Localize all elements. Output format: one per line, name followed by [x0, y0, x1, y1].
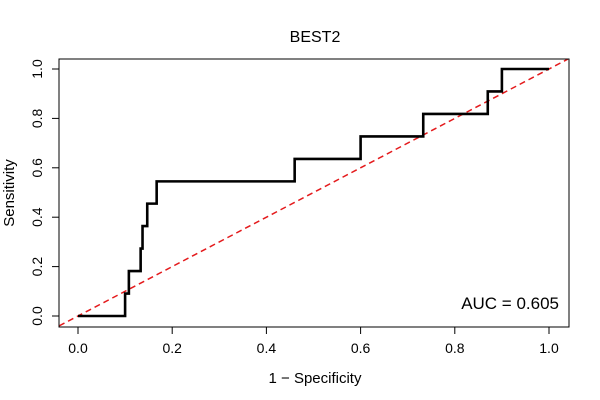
x-axis: 0.0 0.2 0.4 0.6 0.8 1.0	[68, 326, 559, 356]
x-tick-label: 0.4	[257, 340, 277, 356]
auc-annotation: AUC = 0.605	[461, 294, 559, 313]
plot-area	[59, 59, 569, 327]
y-tick-label: 0.8	[29, 108, 45, 128]
y-tick-label: 0.4	[29, 207, 45, 227]
y-axis-label: Sensitivity	[1, 159, 18, 227]
x-tick-label: 1.0	[539, 340, 559, 356]
y-axis: 0.0 0.2 0.4 0.6 0.8 1.0	[29, 59, 60, 326]
chance-diagonal-line	[59, 59, 569, 327]
x-tick-label: 0.2	[162, 340, 182, 356]
y-tick-label: 0.2	[29, 257, 45, 277]
y-tick-label: 1.0	[29, 59, 45, 79]
x-tick-label: 0.6	[351, 340, 371, 356]
chart-title: BEST2	[290, 29, 341, 46]
roc-curve-line	[78, 67, 549, 318]
x-axis-label: 1 − Specificity	[269, 370, 362, 387]
y-tick-label: 0.0	[29, 306, 45, 326]
plot-frame	[58, 58, 570, 328]
x-tick-label: 0.8	[445, 340, 465, 356]
y-tick-label: 0.6	[29, 158, 45, 178]
x-tick-label: 0.0	[68, 340, 88, 356]
